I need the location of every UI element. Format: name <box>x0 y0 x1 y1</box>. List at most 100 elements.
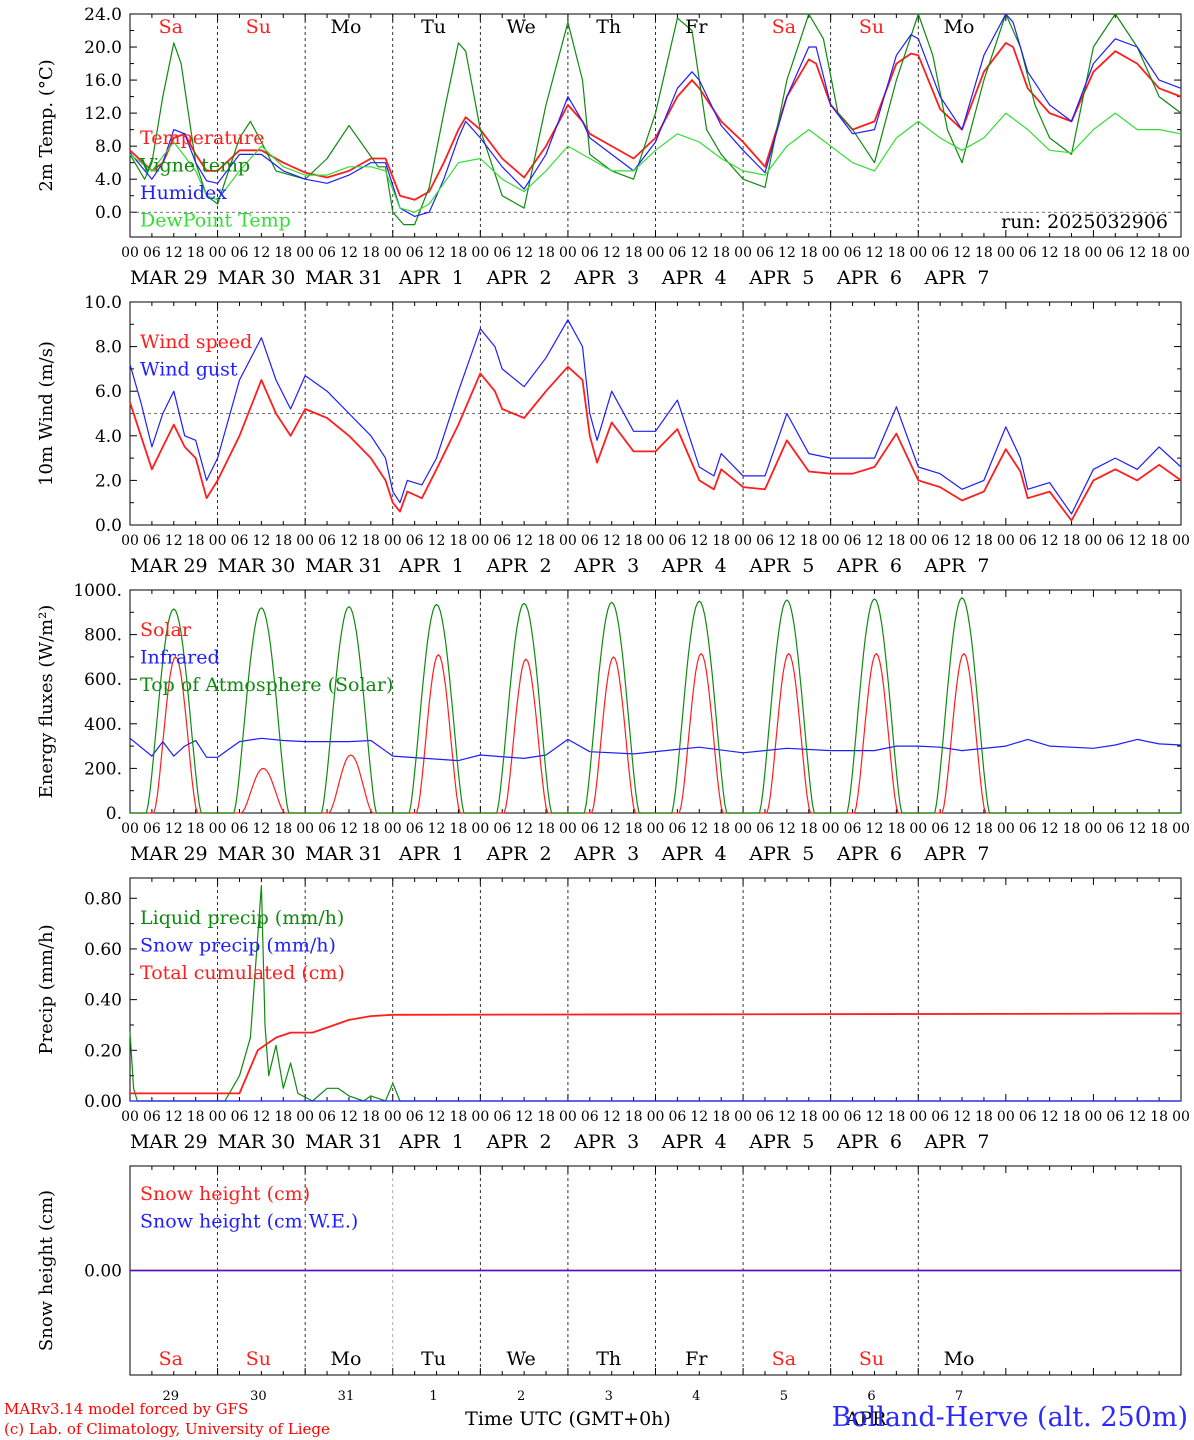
hour-tick-label: 00 <box>384 1109 402 1125</box>
hour-tick-label: 18 <box>625 1109 643 1125</box>
day-label: APR 6 <box>836 1131 902 1153</box>
y-tick-label: 8.0 <box>95 137 122 157</box>
hour-tick-label: 06 <box>668 821 686 837</box>
y-axis-label: Energy fluxes (W/m²) <box>36 605 57 799</box>
y-axis-label: Precip (mm/h) <box>36 924 57 1054</box>
hour-tick-label: 12 <box>252 1109 270 1125</box>
hour-tick-label: 06 <box>581 821 599 837</box>
y-tick-label: 10.0 <box>84 293 122 313</box>
hour-tick-label: 06 <box>318 1109 336 1125</box>
hour-tick-label: 00 <box>997 533 1015 549</box>
hour-tick-label: 18 <box>274 821 292 837</box>
day-label: APR 2 <box>486 1131 552 1153</box>
hour-tick-label: 06 <box>1106 821 1124 837</box>
hour-tick-label: 12 <box>252 245 270 261</box>
hour-tick-label: 12 <box>953 821 971 837</box>
hour-tick-label: 00 <box>559 245 577 261</box>
hour-tick-label: 12 <box>866 1109 884 1125</box>
y-tick-label: 16.0 <box>84 71 122 91</box>
hour-tick-label: 06 <box>231 821 249 837</box>
hour-tick-label: 06 <box>493 533 511 549</box>
hour-tick-label: 12 <box>515 245 533 261</box>
hour-tick-label: 12 <box>866 245 884 261</box>
day-label: APR 4 <box>661 267 727 289</box>
hour-tick-label: 18 <box>187 1109 205 1125</box>
hour-tick-label: 18 <box>362 245 380 261</box>
weekday-label: Mo <box>331 1348 362 1370</box>
y-tick-label: 800. <box>84 626 122 646</box>
y-tick-label: 8.0 <box>95 338 122 358</box>
hour-tick-label: 18 <box>450 245 468 261</box>
hour-tick-label: 12 <box>866 821 884 837</box>
hour-tick-label: 18 <box>887 533 905 549</box>
day-number-label: 3 <box>605 1389 613 1404</box>
hour-tick-label: 06 <box>1106 533 1124 549</box>
hour-tick-label: 06 <box>931 533 949 549</box>
hour-tick-label: 12 <box>866 533 884 549</box>
hour-tick-label: 06 <box>1106 1109 1124 1125</box>
y-tick-label: 20.0 <box>84 38 122 58</box>
day-label: MAR 29 <box>130 1131 208 1153</box>
hour-tick-label: 00 <box>909 821 927 837</box>
hour-tick-label: 06 <box>756 245 774 261</box>
hour-tick-label: 06 <box>493 821 511 837</box>
hour-tick-label: 12 <box>165 821 183 837</box>
hour-tick-label: 18 <box>975 245 993 261</box>
panel-precip: 0.00 0.20 0.40 0.60 0.80 Precip (mm/h) Liquid … <box>36 877 1190 1153</box>
station-title: Bolland-Herve (alt. 250m) <box>831 1402 1188 1433</box>
hour-tick-label: 12 <box>165 533 183 549</box>
day-number-label: 6 <box>867 1389 875 1404</box>
hour-tick-label: 06 <box>668 533 686 549</box>
x-axis-title: Time UTC (GMT+0h) <box>465 1408 671 1430</box>
hour-tick-label: 12 <box>252 533 270 549</box>
hour-tick-label: 00 <box>1085 533 1103 549</box>
hour-tick-label: 12 <box>778 1109 796 1125</box>
hour-tick-label: 06 <box>143 245 161 261</box>
hour-tick-label: 12 <box>953 533 971 549</box>
hour-tick-label: 18 <box>975 1109 993 1125</box>
hour-tick-label: 00 <box>997 245 1015 261</box>
weekday-label: Tu <box>421 1348 446 1370</box>
day-number-label: 2 <box>517 1389 525 1404</box>
hour-tick-label: 12 <box>1041 245 1059 261</box>
hour-tick-label: 00 <box>1172 821 1190 837</box>
hour-tick-label: 18 <box>537 821 555 837</box>
hour-tick-label: 06 <box>581 1109 599 1125</box>
hour-tick-label: 12 <box>778 245 796 261</box>
hour-tick-label: 12 <box>515 1109 533 1125</box>
hour-tick-label: 00 <box>559 821 577 837</box>
hour-tick-label: 06 <box>318 821 336 837</box>
hour-tick-label: 12 <box>165 245 183 261</box>
hour-tick-label: 00 <box>296 821 314 837</box>
y-tick-label: 0.80 <box>84 889 122 909</box>
series-line-dewpoint-temp <box>129 112 1182 213</box>
hour-tick-label: 00 <box>296 533 314 549</box>
hour-tick-label: 18 <box>1063 1109 1081 1125</box>
weekday-label: Su <box>859 16 884 38</box>
hour-tick-label: 00 <box>997 821 1015 837</box>
y-tick-label: 0.00 <box>84 1092 122 1112</box>
hour-tick-label: 18 <box>1063 533 1081 549</box>
hour-tick-label: 00 <box>822 1109 840 1125</box>
day-label: APR 5 <box>748 1131 814 1153</box>
hour-tick-label: 00 <box>822 821 840 837</box>
hour-tick-label: 18 <box>537 1109 555 1125</box>
day-number-label: 1 <box>429 1389 437 1404</box>
series-line-wind-speed <box>129 365 1182 522</box>
hour-tick-label: 00 <box>997 1109 1015 1125</box>
hour-tick-label: 06 <box>756 533 774 549</box>
weekday-label: Sa <box>159 16 183 38</box>
y-tick-label: 0.20 <box>84 1041 122 1061</box>
hour-tick-label: 18 <box>800 533 818 549</box>
day-label: APR 4 <box>661 1131 727 1153</box>
hour-tick-label: 00 <box>209 821 227 837</box>
hour-tick-label: 06 <box>143 1109 161 1125</box>
panel-temperature: 0.0 4.0 8.0 12.0 16.0 20.0 24.0 2m Temp. (°C) Te… <box>36 5 1190 289</box>
series-line-humidex <box>129 13 1182 217</box>
panel-wind: 0.0 2.0 4.0 6.0 8.0 10.0 10m Wind (m/s) Wind sp… <box>36 293 1190 577</box>
hour-tick-label: 12 <box>1128 245 1146 261</box>
y-tick-label: 0.40 <box>84 991 122 1011</box>
hour-tick-label: 18 <box>450 533 468 549</box>
hour-tick-label: 00 <box>822 245 840 261</box>
day-label: APR 7 <box>924 1131 990 1153</box>
